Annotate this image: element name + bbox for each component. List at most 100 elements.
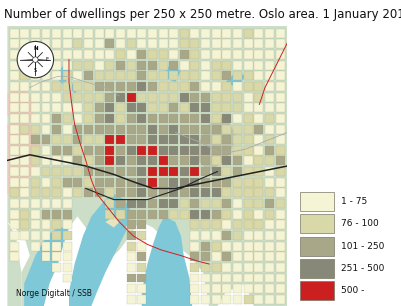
Bar [223,114,231,123]
Bar [10,252,18,261]
Bar [73,135,83,144]
Bar [137,242,146,251]
Bar [223,210,231,219]
Bar [148,199,157,208]
Bar [212,242,221,251]
Bar [180,146,189,155]
Bar [158,103,168,112]
Bar [31,210,40,219]
Bar [233,50,242,59]
Bar [42,156,51,166]
Bar [52,242,61,251]
Bar [73,61,83,70]
Bar [63,50,72,59]
Bar [20,156,29,166]
Bar [265,167,274,176]
Bar [63,61,72,70]
Bar [180,71,189,80]
Bar [137,199,146,208]
Bar [275,135,285,144]
Bar [244,50,253,59]
Bar [105,178,114,187]
Bar [116,71,125,80]
Polygon shape [125,222,136,233]
Bar [265,220,274,229]
Bar [169,199,178,208]
Bar [10,39,18,48]
Bar [212,210,221,219]
Polygon shape [198,116,237,172]
Bar [148,135,157,144]
Bar [233,39,242,48]
Bar [212,82,221,91]
Bar [201,199,210,208]
Bar [20,220,29,229]
Circle shape [32,57,38,62]
Bar [95,29,104,38]
Bar [254,114,263,123]
Bar [223,103,231,112]
Bar [223,242,231,251]
Bar [105,146,114,155]
Bar [84,178,93,187]
Bar [84,135,93,144]
Bar [84,114,93,123]
Bar [254,210,263,219]
Bar [169,146,178,155]
Bar [105,210,114,219]
Bar [63,178,72,187]
Bar [265,199,274,208]
Bar [63,114,72,123]
Bar [265,39,274,48]
Bar [233,284,242,293]
Bar [116,199,125,208]
Bar [31,156,40,166]
Bar [20,93,29,102]
Bar [148,178,157,187]
Bar [158,93,168,102]
Bar [52,103,61,112]
Polygon shape [226,71,245,88]
Bar [275,263,285,272]
Bar [275,231,285,240]
Bar [190,103,199,112]
Bar [95,178,104,187]
Bar [105,50,114,59]
Bar [254,29,263,38]
Bar [244,93,253,102]
Text: Norge Digitalt / SSB: Norge Digitalt / SSB [16,289,92,298]
Text: 101 - 250: 101 - 250 [342,241,385,251]
Bar [244,61,253,70]
Bar [137,252,146,261]
Bar [265,263,274,272]
Bar [116,188,125,197]
Bar [265,135,274,144]
Bar [20,50,29,59]
Bar [52,39,61,48]
Bar [233,82,242,91]
Bar [201,71,210,80]
Bar [233,231,242,240]
Bar [42,167,51,176]
Bar [244,220,253,229]
Bar [137,156,146,166]
Bar [223,220,231,229]
Bar [31,146,40,155]
Bar [201,210,210,219]
Bar [223,61,231,70]
Bar [10,167,18,176]
Bar [116,39,125,48]
Bar [180,135,189,144]
Bar [105,199,114,208]
Bar [95,71,104,80]
Bar [190,146,199,155]
Bar [158,61,168,70]
Bar [148,61,157,70]
Bar [254,199,263,208]
Bar [201,242,210,251]
Bar [95,167,104,176]
Bar [201,156,210,166]
Bar [95,114,104,123]
Bar [105,93,114,102]
Bar [10,114,18,123]
